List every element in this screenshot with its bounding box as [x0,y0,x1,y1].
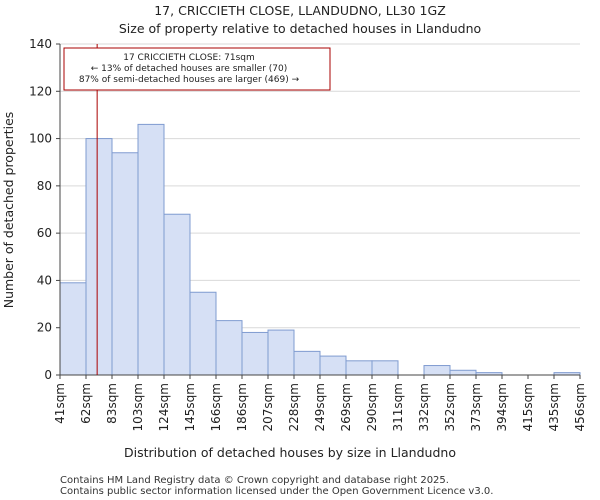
bar [241,331,269,376]
bars [59,123,581,376]
y-tick-label: 40 [37,273,52,287]
x-tick-label: 83sqm [105,383,119,424]
x-ticks: 41sqm 62sqm 83sqm 103sqm 124sqm 145sqm 166sqm 1… [53,375,587,431]
y-ticks: 0 20 40 60 80 100 120 140 [29,37,60,382]
x-tick-label: 352sqm [443,383,457,431]
x-tick-label: 62sqm [79,383,93,424]
y-tick-label: 140 [29,37,52,51]
x-tick-label: 249sqm [313,383,327,431]
bar [319,355,347,376]
bar [137,123,165,376]
bar [267,329,295,376]
bar [215,320,243,376]
y-tick-label: 120 [29,84,52,98]
annotation-line-2: ← 13% of detached houses are smaller (70… [91,64,288,74]
y-axis-label: Number of detached properties [1,112,16,309]
x-tick-label: 124sqm [157,383,171,431]
y-tick-label: 20 [37,321,52,335]
annotation-line-1: 17 CRICCIETH CLOSE: 71sqm [123,53,255,63]
bar [111,152,139,376]
annotation-box: 17 CRICCIETH CLOSE: 71sqm ← 13% of detac… [63,47,331,91]
x-tick-label: 332sqm [417,383,431,431]
x-tick-label: 228sqm [287,383,301,431]
bar [163,213,191,376]
x-tick-label: 166sqm [209,383,223,431]
x-tick-label: 311sqm [391,383,405,431]
annotation-frame [63,47,331,91]
bar [423,365,451,376]
x-tick-label: 207sqm [261,383,275,431]
x-tick-label: 415sqm [521,383,535,431]
y-tick-label: 0 [44,368,52,382]
y-tick-label: 60 [37,226,52,240]
annotation-line-3: 87% of semi-detached houses are larger (… [79,75,300,85]
bar [59,282,87,376]
x-axis-label: Distribution of detached houses by size … [124,445,456,460]
x-tick-label: 373sqm [469,383,483,431]
bar [293,350,321,376]
bar [85,138,113,376]
chart-subtitle: Size of property relative to detached ho… [119,21,481,36]
x-tick-label: 456sqm [573,383,587,431]
x-tick-label: 394sqm [495,383,509,431]
y-tick-label: 100 [29,132,52,146]
bar [449,369,477,376]
x-tick-label: 41sqm [53,383,67,424]
x-tick-label: 269sqm [339,383,353,431]
footer-line-1: Contains HM Land Registry data © Crown c… [60,475,449,486]
chart-title: 17, CRICCIETH CLOSE, LLANDUDNO, LL30 1GZ [154,3,446,18]
x-tick-label: 103sqm [131,383,145,431]
x-tick-label: 186sqm [235,383,249,431]
bar [345,360,373,376]
x-tick-label: 435sqm [547,383,561,431]
x-tick-label: 290sqm [365,383,379,431]
bar [189,291,217,376]
footer-line-2: Contains public sector information licen… [60,486,493,497]
y-tick-label: 80 [37,179,52,193]
bar [371,360,399,376]
x-tick-label: 145sqm [183,383,197,431]
